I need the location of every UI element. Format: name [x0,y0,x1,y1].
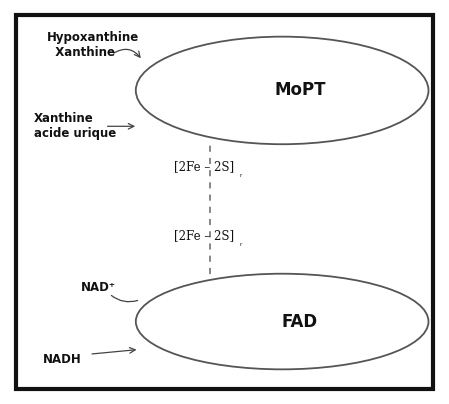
Text: MoPT: MoPT [274,82,326,99]
Text: ᵣ: ᵣ [239,170,242,179]
Ellipse shape [136,274,428,369]
Text: NAD⁺: NAD⁺ [80,281,115,294]
Text: FAD: FAD [282,313,318,330]
Text: ᵣ: ᵣ [239,238,242,248]
Text: [2Fe – 2S]: [2Fe – 2S] [173,229,233,242]
Text: [2Fe – 2S]: [2Fe – 2S] [173,160,233,173]
Text: Hypoxanthine
  Xanthine: Hypoxanthine Xanthine [47,31,139,59]
Text: Xanthine
acide urique: Xanthine acide urique [34,112,116,140]
Text: NADH: NADH [43,353,81,366]
Ellipse shape [136,37,428,144]
